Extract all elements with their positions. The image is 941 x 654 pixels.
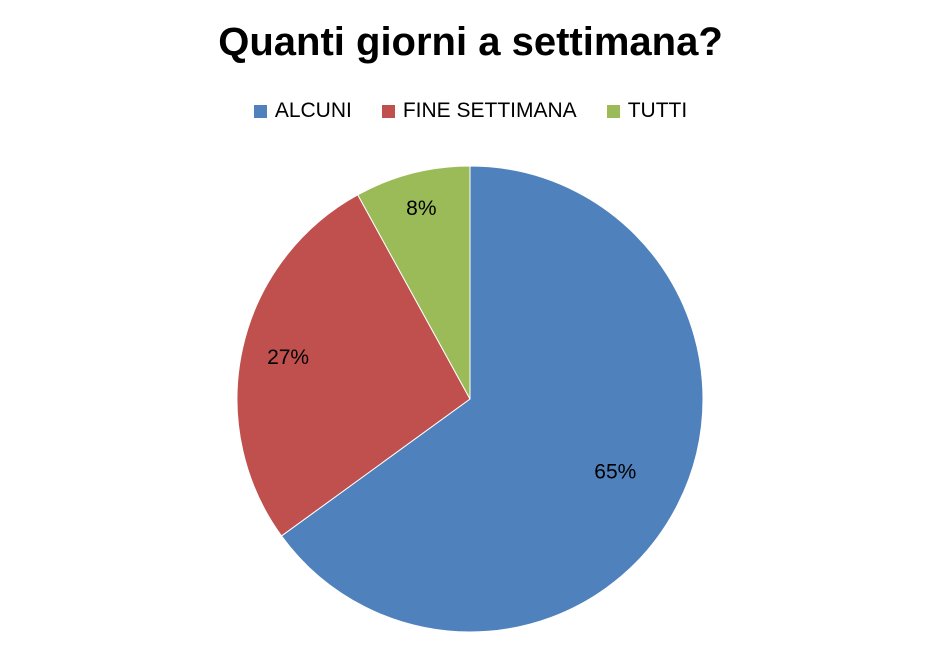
pie-slice-tutti xyxy=(357,165,471,400)
legend-label-alcuni: ALCUNI xyxy=(274,99,352,122)
legend-label-fine-settimana: FINE SETTIMANA xyxy=(402,99,577,122)
legend-swatch-tutti xyxy=(606,104,620,118)
pie-slice-alcuni xyxy=(280,165,704,633)
legend-label-tutti: TUTTI xyxy=(627,99,688,122)
chart-legend: ALCUNI FINE SETTIMANA TUTTI xyxy=(0,98,941,124)
chart-title: Quanti giorni a settimana? xyxy=(218,20,723,64)
legend-item-alcuni: ALCUNI xyxy=(253,98,352,124)
data-label-alcuni: 65% xyxy=(594,461,636,484)
data-label-tutti: 8% xyxy=(406,197,436,220)
legend-item-fine-settimana: FINE SETTIMANA xyxy=(381,98,577,124)
legend-swatch-fine-settimana xyxy=(381,104,395,118)
legend-item-tutti: TUTTI xyxy=(606,98,688,124)
data-label-fine-settimana: 27% xyxy=(267,346,309,369)
legend-swatch-alcuni xyxy=(253,104,267,118)
pie-slice-fine-settimana xyxy=(236,194,471,537)
